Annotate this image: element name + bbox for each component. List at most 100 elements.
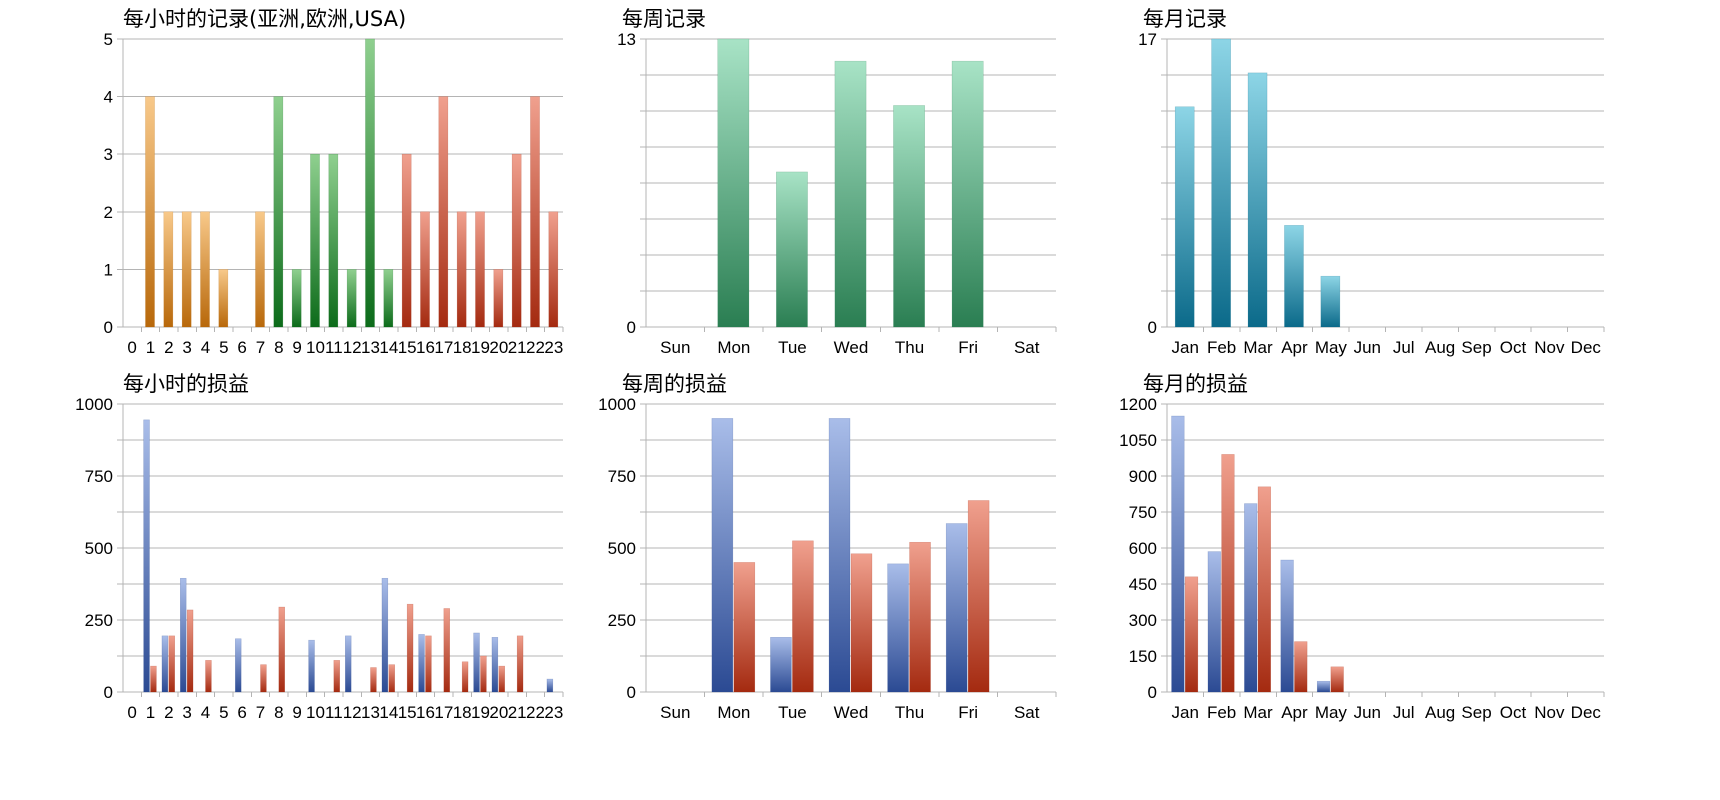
bar bbox=[711, 418, 734, 693]
chart-panel-4: 每周的损益 0 250 500 750 1000 Sun Mon Tue Wed Thu Fri Sat bbox=[573, 365, 1146, 765]
chart-panel-5: 每月的损益 0 150 300 450 600 750 900 1050 1200 Jan Feb Ma… bbox=[1119, 365, 1719, 765]
chart-title: 每月的损益 bbox=[1143, 372, 1248, 396]
bar bbox=[1284, 225, 1304, 328]
bar bbox=[1244, 503, 1258, 693]
bar bbox=[717, 38, 750, 328]
bar bbox=[1171, 415, 1185, 693]
x-tick-label: Sun bbox=[660, 703, 690, 722]
bar bbox=[145, 96, 155, 328]
x-tick-label: Jan bbox=[1171, 338, 1198, 357]
y-tick-label: 500 bbox=[85, 539, 113, 558]
bar bbox=[770, 637, 792, 693]
y-tick-label: 0 bbox=[627, 318, 636, 337]
bar bbox=[346, 269, 357, 328]
chart-panel-0: 每小时的记录(亚洲,欧洲,USA) 0 1 2 3 4 5 0 1 2 3 4 5 6 7 8 9 10 11 12 1… bbox=[0, 0, 573, 400]
bar bbox=[205, 660, 212, 693]
y-tick-label: 500 bbox=[608, 539, 636, 558]
x-tick-label: Wed bbox=[834, 703, 869, 722]
x-tick-label: 13 bbox=[361, 338, 380, 357]
x-tick-label: Mon bbox=[717, 703, 750, 722]
chart-title: 每周记录 bbox=[622, 7, 706, 31]
x-tick-label: 5 bbox=[219, 703, 228, 722]
x-tick-label: Wed bbox=[834, 338, 869, 357]
x-tick-label: Oct bbox=[1500, 338, 1527, 357]
bar bbox=[218, 269, 229, 328]
x-tick-label: 6 bbox=[237, 338, 246, 357]
x-tick-label: Dec bbox=[1571, 338, 1602, 357]
x-tick-label: Nov bbox=[1534, 703, 1565, 722]
x-tick-label: 22 bbox=[526, 703, 545, 722]
x-tick-label: 5 bbox=[219, 338, 228, 357]
chart-title: 每小时的记录(亚洲,欧洲,USA) bbox=[123, 7, 406, 31]
x-tick-label: 7 bbox=[256, 703, 265, 722]
x-tick-label: Mar bbox=[1243, 338, 1273, 357]
bar bbox=[887, 563, 909, 693]
x-tick-label: 10 bbox=[306, 703, 325, 722]
x-tick-label: 2 bbox=[164, 338, 173, 357]
bar bbox=[1211, 38, 1231, 328]
chart-svg: 每周记录 0 13 Sun Mon Tue Wed Thu Fri Sat bbox=[617, 7, 1057, 357]
bar bbox=[967, 500, 990, 693]
chart-title: 每周的损益 bbox=[622, 372, 727, 396]
x-tick-label: 16 bbox=[416, 338, 435, 357]
x-tick-label: Sat bbox=[1014, 338, 1040, 357]
bar bbox=[370, 667, 377, 693]
bar bbox=[1280, 559, 1294, 693]
x-tick-label: 4 bbox=[201, 338, 210, 357]
y-tick-label: 0 bbox=[1148, 318, 1157, 337]
x-tick-label: Fri bbox=[958, 703, 978, 722]
bar bbox=[143, 419, 150, 693]
y-tick-label: 0 bbox=[104, 683, 113, 702]
bar bbox=[180, 577, 187, 693]
y-tick-label: 3 bbox=[104, 145, 113, 164]
bar bbox=[278, 606, 285, 693]
x-tick-label: Apr bbox=[1281, 703, 1308, 722]
x-tick-label: Tue bbox=[778, 703, 807, 722]
x-tick-label: 21 bbox=[508, 703, 527, 722]
bar bbox=[161, 635, 169, 693]
y-tick-label: 1050 bbox=[1119, 431, 1157, 450]
bar bbox=[733, 562, 756, 693]
chart-svg: 每月记录 0 17 Jan Feb Mar Apr May Jun Jul Aug Sep Oct Nov… bbox=[1138, 7, 1605, 357]
bar bbox=[945, 523, 968, 693]
x-tick-label: Jan bbox=[1171, 703, 1198, 722]
bar bbox=[443, 608, 450, 693]
y-tick-label: 1 bbox=[104, 260, 113, 279]
x-tick-label: 14 bbox=[379, 338, 398, 357]
y-tick-label: 5 bbox=[104, 30, 113, 49]
bar bbox=[1184, 576, 1199, 693]
x-tick-label: 0 bbox=[127, 338, 136, 357]
bar bbox=[255, 211, 265, 328]
bar bbox=[328, 153, 339, 328]
y-tick-label: 1200 bbox=[1119, 395, 1157, 414]
bar bbox=[893, 105, 925, 328]
x-tick-label: 1 bbox=[146, 703, 155, 722]
bar bbox=[776, 171, 808, 328]
x-tick-label: 23 bbox=[544, 338, 563, 357]
x-tick-label: Sat bbox=[1014, 703, 1040, 722]
bar bbox=[1320, 275, 1341, 328]
x-tick-label: Fri bbox=[958, 338, 978, 357]
x-tick-label: Jun bbox=[1354, 703, 1381, 722]
y-tick-label: 17 bbox=[1138, 30, 1157, 49]
x-tick-label: Aug bbox=[1425, 703, 1455, 722]
bar bbox=[456, 211, 467, 328]
x-tick-label: 8 bbox=[274, 338, 283, 357]
bar bbox=[168, 635, 175, 693]
bar bbox=[530, 96, 540, 328]
x-tick-label: Jul bbox=[1393, 703, 1415, 722]
y-tick-label: 150 bbox=[1129, 647, 1157, 666]
x-tick-label: 15 bbox=[398, 703, 417, 722]
chart-title: 每小时的损益 bbox=[123, 372, 249, 396]
y-tick-label: 750 bbox=[85, 467, 113, 486]
bar bbox=[1330, 666, 1344, 693]
y-tick-label: 600 bbox=[1129, 539, 1157, 558]
x-tick-label: 3 bbox=[182, 338, 191, 357]
x-tick-label: 12 bbox=[343, 338, 362, 357]
x-tick-label: 17 bbox=[434, 703, 453, 722]
bar bbox=[1294, 641, 1308, 693]
x-tick-label: Feb bbox=[1207, 703, 1236, 722]
bar bbox=[548, 211, 559, 328]
